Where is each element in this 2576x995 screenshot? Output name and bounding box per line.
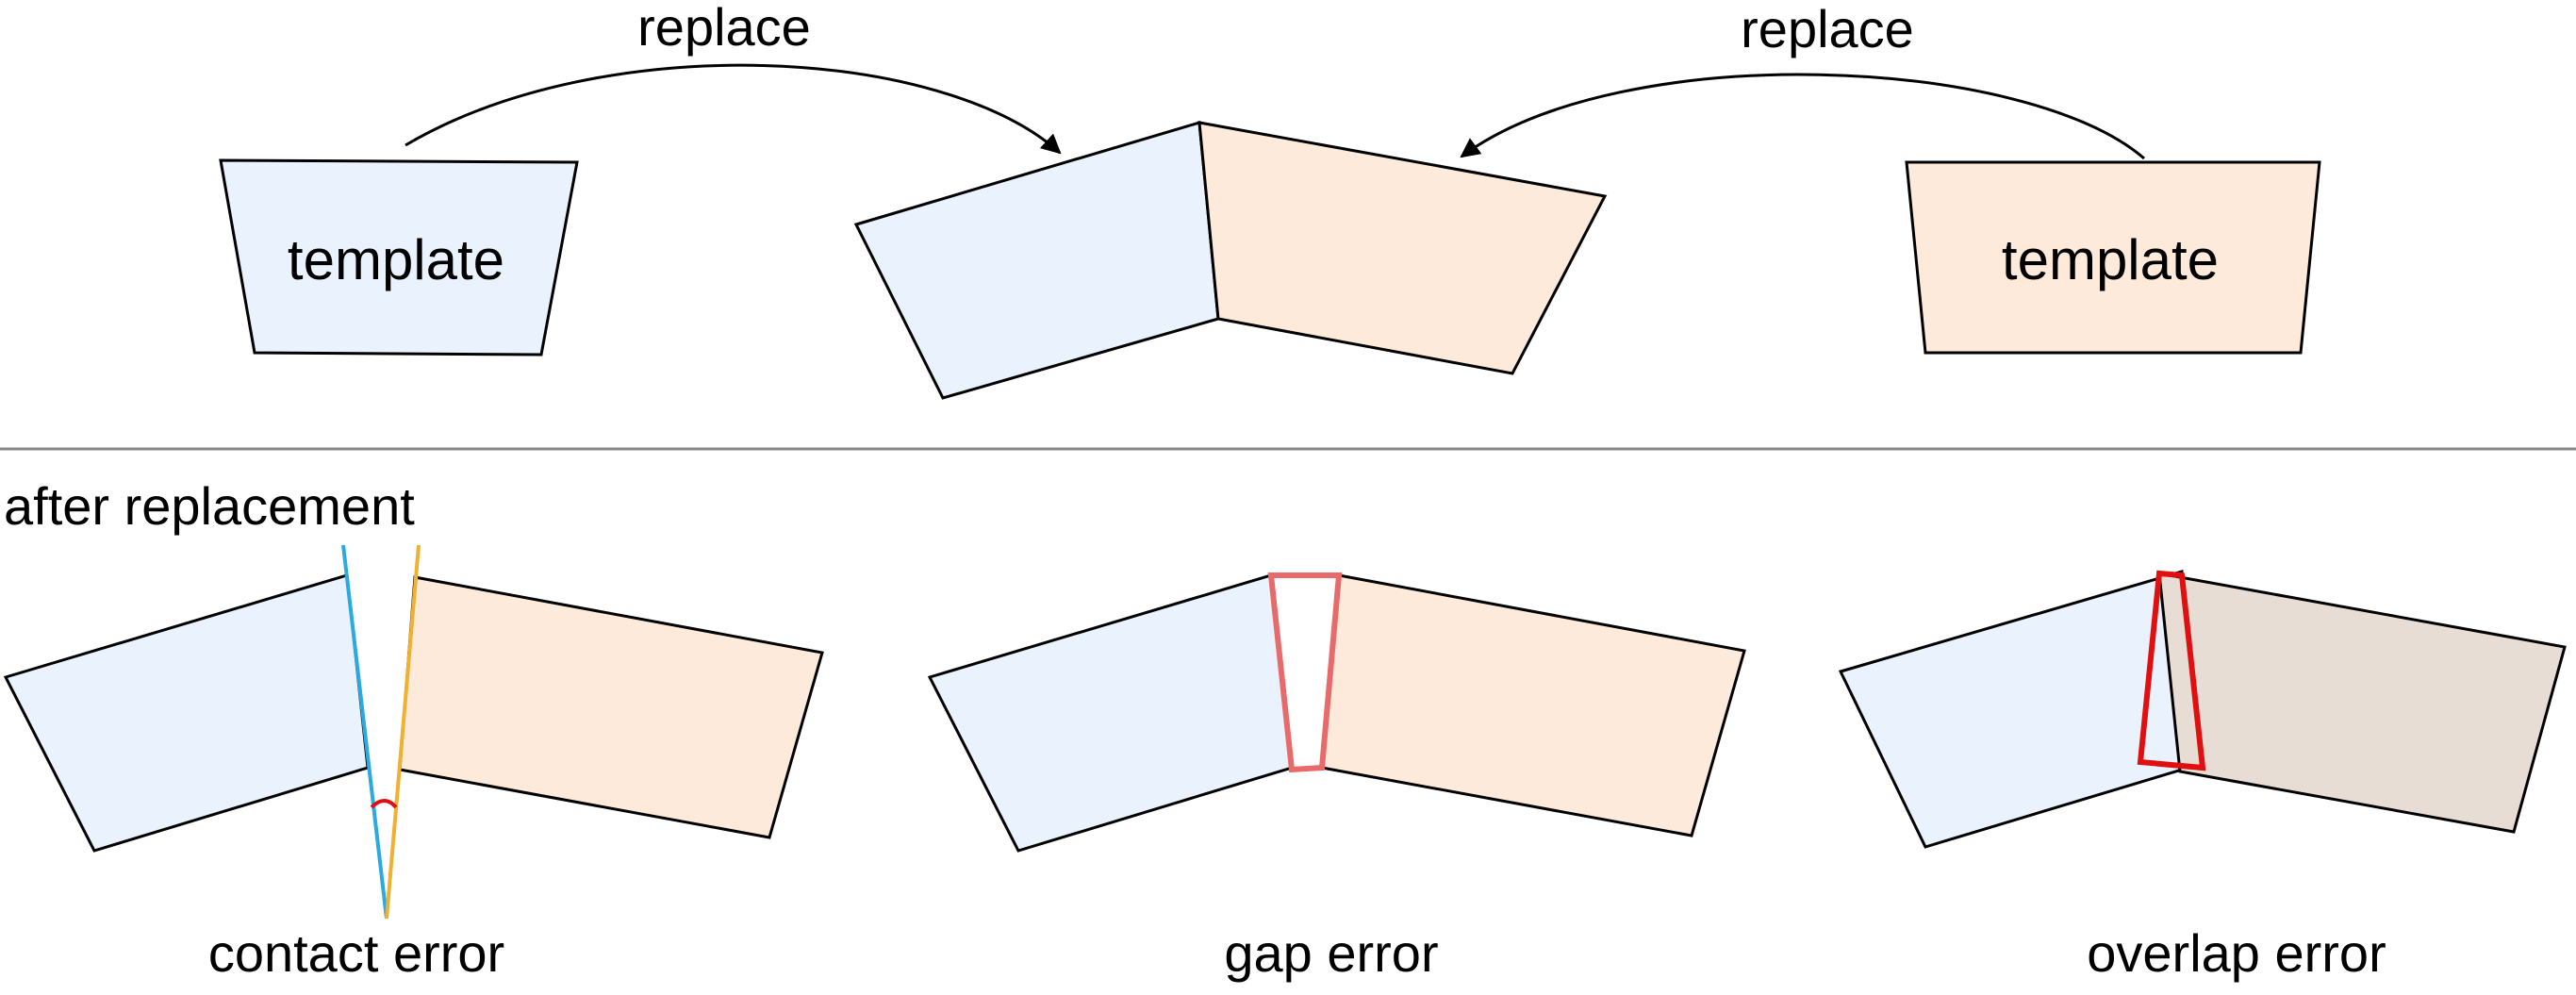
replace-arrow-right (1460, 73, 2145, 160)
overlap-region-outline (2137, 570, 2206, 771)
template-left-shape (219, 158, 579, 357)
template-right-label: template (2002, 228, 2219, 291)
overlap-error-label: overlap error (2087, 923, 2386, 983)
replace-label-left: replace (637, 0, 811, 57)
overlap-peach-shape (2157, 572, 2567, 834)
center-blue-shape (853, 121, 1220, 400)
after-replacement-label: after replacement (4, 476, 415, 536)
gap-error-label: gap error (1224, 923, 1438, 983)
gap-error-group (927, 572, 1746, 853)
contact-blue-edge (341, 544, 388, 920)
center-peach-shape (1197, 121, 1608, 375)
template-right-shape (1905, 160, 2321, 355)
contact-angle-arc (370, 799, 398, 809)
contact-error-group (3, 544, 824, 920)
contact-blue-shape (3, 573, 370, 853)
contact-peach-shape (398, 575, 824, 839)
gap-blue-shape (927, 573, 1294, 853)
gap-peach-shape (1320, 573, 1746, 837)
replace-arrow-left (405, 63, 1062, 155)
template-left-label: template (288, 228, 504, 291)
gap-region-outline (1267, 572, 1343, 773)
contact-orange-edge (385, 544, 421, 920)
contact-error-label: contact error (208, 923, 504, 983)
replace-label-right: replace (1741, 0, 1914, 58)
overlap-error-group (1838, 570, 2567, 849)
